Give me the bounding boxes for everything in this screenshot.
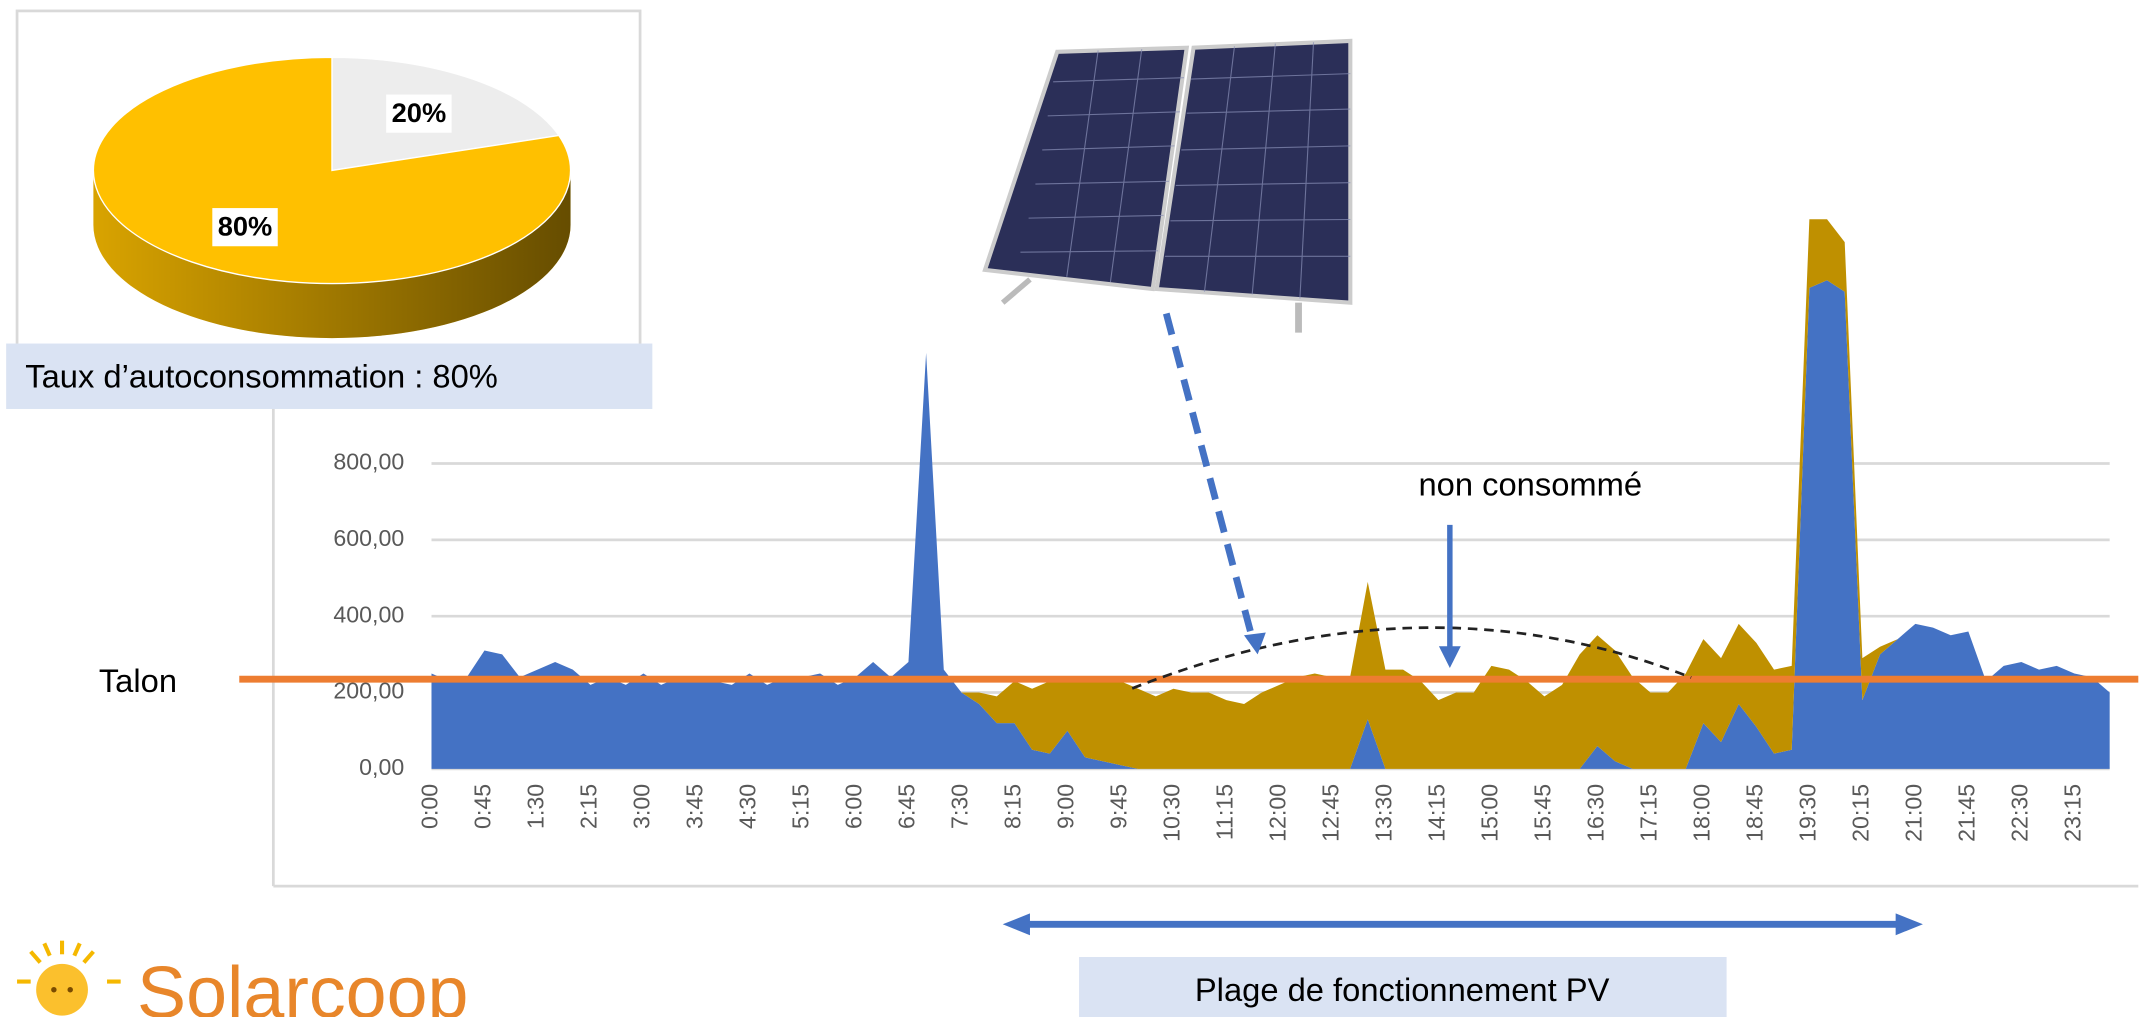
- x-tick-label: 21:00: [1900, 784, 1926, 842]
- page: 0,00200,00400,00600,00800,000:000:451:30…: [0, 0, 2139, 1017]
- x-tick-label: 0:45: [470, 784, 496, 829]
- x-tick-label: 16:30: [1583, 784, 1609, 842]
- x-tick-label: 23:15: [2059, 784, 2085, 842]
- x-tick-label: 22:30: [2006, 784, 2032, 842]
- pie-chart: 20% 80%: [17, 11, 640, 348]
- annotation: Plage de fonctionnement PV: [1195, 971, 1610, 1008]
- x-tick-label: 12:00: [1265, 784, 1291, 842]
- x-tick-label: 17:15: [1636, 784, 1662, 842]
- y-tick-label: 600,00: [333, 525, 404, 551]
- x-tick-label: 6:45: [894, 784, 920, 829]
- pie-title: Taux d’autoconsommation : 80%: [25, 358, 498, 395]
- annotation: non consommé: [1418, 465, 1642, 502]
- x-tick-label: 15:00: [1477, 784, 1503, 842]
- x-tick-label: 19:30: [1794, 784, 1820, 842]
- x-tick-label: 21:45: [1953, 784, 1979, 842]
- x-tick-label: 11:15: [1212, 784, 1238, 840]
- x-tick-label: 7:30: [947, 784, 973, 829]
- x-tick-label: 20:15: [1847, 784, 1873, 842]
- x-tick-label: 12:45: [1318, 784, 1344, 842]
- x-tick-label: 10:30: [1159, 784, 1185, 842]
- x-tick-label: 5:15: [788, 784, 814, 829]
- data-label: 80%: [218, 211, 273, 242]
- x-tick-label: 3:00: [629, 784, 655, 829]
- y-tick-label: 800,00: [333, 449, 404, 475]
- x-tick-label: 0:00: [417, 784, 443, 829]
- x-tick-label: 9:00: [1053, 784, 1079, 829]
- x-tick-label: 15:45: [1530, 784, 1556, 842]
- data-label: 20%: [392, 97, 447, 128]
- x-tick-label: 8:15: [1000, 784, 1026, 829]
- x-tick-label: 14:15: [1424, 784, 1450, 842]
- logo: Solarcoop: [137, 950, 468, 1017]
- x-tick-label: 6:00: [841, 784, 867, 829]
- x-tick-label: 13:30: [1371, 784, 1397, 842]
- y-tick-label: 0,00: [359, 754, 404, 780]
- y-tick-label: 400,00: [333, 601, 404, 627]
- x-tick-label: 1:30: [523, 784, 549, 829]
- talon-label: Talon: [99, 662, 177, 699]
- x-tick-label: 2:15: [576, 784, 602, 829]
- x-tick-label: 4:30: [735, 784, 761, 829]
- x-tick-label: 3:45: [682, 784, 708, 829]
- x-tick-label: 18:00: [1689, 784, 1715, 842]
- x-tick-label: 18:45: [1741, 784, 1767, 842]
- x-tick-label: 9:45: [1106, 784, 1132, 829]
- chart: 0,00200,00400,00600,00800,000:000:451:30…: [0, 0, 2139, 1017]
